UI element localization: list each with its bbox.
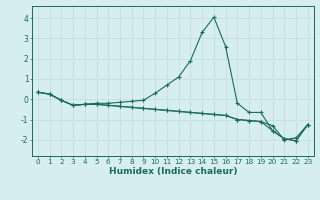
X-axis label: Humidex (Indice chaleur): Humidex (Indice chaleur) bbox=[108, 167, 237, 176]
